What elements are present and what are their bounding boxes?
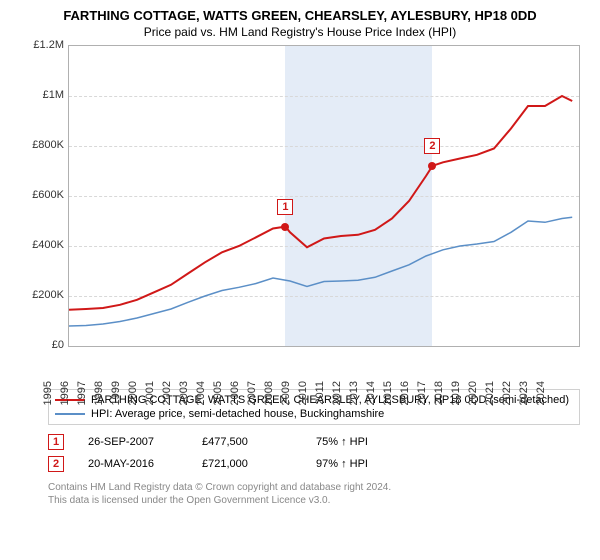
datapoint-date: 20-MAY-2016 [88,458,178,470]
x-tick-label: 2006 [229,381,241,405]
datapoint-pct: 75% ↑ HPI [316,436,406,448]
datapoint-row: 2 20-MAY-2016 £721,000 97% ↑ HPI [48,453,580,475]
x-tick-label: 2001 [144,381,156,405]
plot-wrap: £0£200K£400K£600K£800K£1M£1.2M 12 [20,45,580,345]
x-tick-label: 2007 [246,381,258,405]
x-tick-label: 2024 [535,381,547,405]
y-tick-label: £1M [20,89,64,101]
x-tick-label: 2010 [297,381,309,405]
marker-label-1: 1 [277,199,293,215]
datapoint-marker: 1 [48,434,64,450]
series-property [69,96,572,310]
marker-dot-1 [281,223,289,231]
y-tick-label: £200K [20,289,64,301]
x-tick-label: 2002 [161,381,173,405]
footer: Contains HM Land Registry data © Crown c… [48,481,580,507]
x-tick-label: 1998 [93,381,105,405]
x-tick-label: 2011 [314,381,326,405]
chart-subtitle: Price paid vs. HM Land Registry's House … [10,25,590,39]
datapoint-row: 1 26-SEP-2007 £477,500 75% ↑ HPI [48,431,580,453]
x-tick-label: 2014 [365,381,377,405]
x-axis: 1995199619971998199920002001200220032004… [48,345,558,385]
x-tick-label: 2019 [450,381,462,405]
x-tick-label: 2018 [433,381,445,405]
footer-line-2: This data is licensed under the Open Gov… [48,494,580,507]
y-tick-label: £800K [20,139,64,151]
datapoint-pct: 97% ↑ HPI [316,458,406,470]
footer-line-1: Contains HM Land Registry data © Crown c… [48,481,580,494]
x-tick-label: 2023 [518,381,530,405]
chart-lines [69,46,579,346]
x-tick-label: 1997 [76,381,88,405]
chart-container: FARTHING COTTAGE, WATTS GREEN, CHEARSLEY… [0,0,600,511]
x-tick-label: 2015 [382,381,394,405]
x-tick-label: 1996 [59,381,71,405]
datapoint-date: 26-SEP-2007 [88,436,178,448]
y-tick-label: £600K [20,189,64,201]
y-axis: £0£200K£400K£600K£800K£1M£1.2M [20,45,64,345]
marker-dot-2 [428,162,436,170]
x-tick-label: 2013 [348,381,360,405]
series-hpi [69,217,572,326]
x-tick-label: 2008 [263,381,275,405]
x-tick-label: 2017 [416,381,428,405]
datapoints-table: 1 26-SEP-2007 £477,500 75% ↑ HPI 2 20-MAY-201… [48,431,580,475]
datapoint-price: £721,000 [202,458,292,470]
datapoint-marker: 2 [48,456,64,472]
x-tick-label: 2022 [501,381,513,405]
marker-label-2: 2 [424,138,440,154]
x-tick-label: 2004 [195,381,207,405]
x-tick-label: 2005 [212,381,224,405]
x-tick-label: 2021 [484,381,496,405]
legend-label: HPI: Average price, semi-detached house,… [91,408,384,420]
chart-title: FARTHING COTTAGE, WATTS GREEN, CHEARSLEY… [10,8,590,23]
datapoint-price: £477,500 [202,436,292,448]
x-tick-label: 2012 [331,381,343,405]
x-tick-label: 2016 [399,381,411,405]
plot-area: 12 [68,45,580,347]
x-tick-label: 2020 [467,381,479,405]
y-tick-label: £1.2M [20,39,64,51]
x-tick-label: 1999 [110,381,122,405]
x-tick-label: 2009 [280,381,292,405]
x-tick-label: 2000 [127,381,139,405]
legend-row: HPI: Average price, semi-detached house,… [55,407,573,421]
y-tick-label: £400K [20,239,64,251]
x-tick-label: 1995 [42,381,54,405]
x-tick-label: 2003 [178,381,190,405]
legend-swatch [55,413,85,415]
